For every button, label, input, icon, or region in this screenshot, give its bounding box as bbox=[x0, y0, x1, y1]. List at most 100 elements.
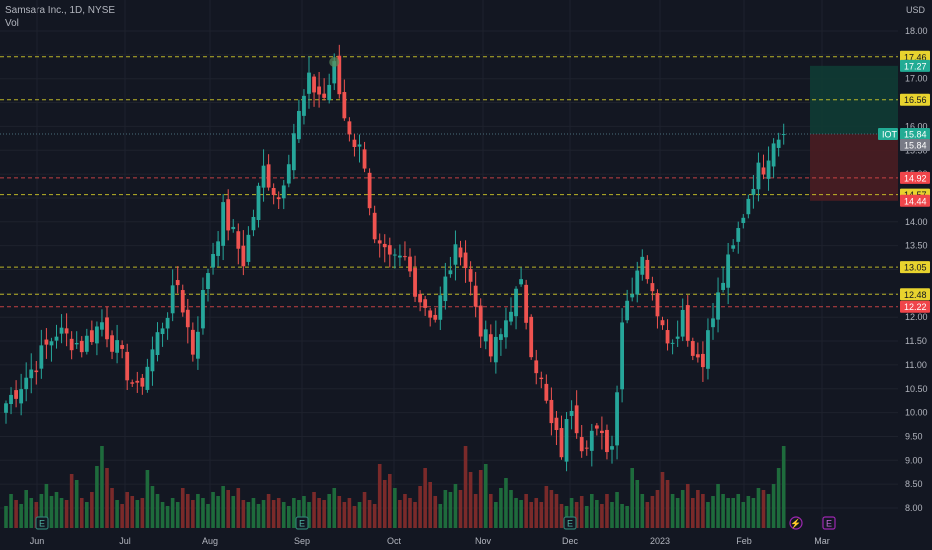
candle-body bbox=[620, 322, 624, 390]
volume-bar bbox=[297, 500, 301, 528]
level-tag[interactable]: 17.46 bbox=[900, 50, 930, 63]
candle-body bbox=[569, 410, 574, 416]
volume-bar bbox=[64, 500, 69, 528]
candle-body bbox=[34, 370, 39, 373]
volume-bar bbox=[236, 488, 241, 528]
level-tag[interactable]: 12.22 bbox=[900, 300, 930, 313]
volume-bar bbox=[145, 470, 150, 528]
volume-label: Vol bbox=[5, 18, 19, 29]
price-tag-bg bbox=[900, 171, 930, 184]
volume-bar bbox=[382, 480, 387, 528]
volume-bar bbox=[342, 502, 347, 528]
candle bbox=[408, 248, 412, 277]
chart-title: Samsara Inc., 1D, NYSE bbox=[5, 5, 116, 16]
candle-body bbox=[408, 256, 412, 272]
price-tag-text: 12.22 bbox=[904, 302, 927, 312]
candle-body bbox=[236, 231, 241, 249]
candle-body bbox=[665, 330, 670, 344]
candle-body bbox=[458, 247, 463, 258]
event-badge-e1[interactable]: E bbox=[35, 516, 49, 530]
price-tag[interactable]: 17.27 bbox=[900, 59, 930, 72]
candle-body bbox=[49, 341, 54, 346]
volume-bar bbox=[95, 466, 99, 528]
candle bbox=[261, 149, 266, 202]
candle bbox=[781, 123, 786, 145]
volume-bar bbox=[605, 494, 609, 528]
volume-bar bbox=[443, 490, 448, 528]
badge-label: E bbox=[39, 519, 45, 529]
candle-body bbox=[155, 332, 160, 356]
candle-body bbox=[165, 317, 170, 329]
candle bbox=[155, 322, 160, 362]
volume-bar bbox=[478, 470, 483, 528]
candle bbox=[655, 289, 660, 329]
volume-bar bbox=[706, 502, 710, 528]
volume-bar bbox=[140, 498, 145, 528]
volume-bar bbox=[287, 506, 291, 528]
candle bbox=[756, 152, 761, 202]
volume-bar bbox=[251, 498, 256, 528]
candle bbox=[327, 73, 332, 104]
volume-bar bbox=[44, 484, 49, 528]
candle-body bbox=[312, 76, 316, 93]
candle bbox=[630, 277, 635, 302]
candle bbox=[322, 78, 327, 101]
candle bbox=[347, 117, 352, 142]
candle bbox=[499, 328, 503, 356]
volume-bar bbox=[150, 486, 155, 528]
candle-body bbox=[731, 245, 736, 249]
event-badges: E E E ⚡ E bbox=[35, 516, 836, 530]
candle bbox=[110, 330, 114, 360]
candle bbox=[766, 146, 771, 191]
candle bbox=[524, 279, 529, 330]
candle-body bbox=[196, 331, 200, 359]
volume-bar bbox=[731, 498, 735, 528]
candle bbox=[165, 312, 170, 340]
volume-bar bbox=[367, 500, 372, 528]
level-tag[interactable]: 12.48 bbox=[900, 288, 930, 301]
event-badge-e2[interactable]: E bbox=[295, 516, 309, 530]
volume-bar bbox=[696, 490, 700, 528]
price-tag-bg bbox=[900, 50, 930, 63]
candle bbox=[367, 168, 372, 216]
x-tick-label: Nov bbox=[475, 536, 492, 546]
volume-bar bbox=[261, 500, 266, 528]
price-tag[interactable]: 15.84 IOT bbox=[878, 128, 930, 141]
candle-body bbox=[221, 202, 226, 246]
level-tag[interactable]: 16.56 bbox=[900, 93, 930, 106]
candle bbox=[468, 261, 473, 296]
candle bbox=[246, 226, 251, 266]
level-tag[interactable]: 13.05 bbox=[900, 261, 930, 274]
level-tag[interactable]: 14.92 bbox=[900, 171, 930, 184]
volume-bar bbox=[281, 502, 286, 528]
volume-bar bbox=[307, 502, 311, 528]
volume-bar bbox=[544, 486, 549, 528]
price-tag[interactable]: 14.44 bbox=[900, 194, 930, 207]
event-badge-lightning[interactable]: ⚡ bbox=[789, 516, 803, 530]
candle-body bbox=[281, 185, 286, 199]
candle bbox=[488, 324, 493, 363]
volume-bar bbox=[630, 468, 634, 528]
volume-bar bbox=[398, 500, 402, 528]
candle-body bbox=[170, 285, 175, 314]
y-tick-label: 18.00 bbox=[905, 26, 928, 36]
candle-body bbox=[69, 338, 74, 351]
price-tag[interactable]: 15.84 bbox=[900, 139, 930, 152]
volume-bar bbox=[504, 478, 508, 528]
candle-body bbox=[398, 255, 402, 258]
candle bbox=[352, 133, 357, 157]
event-badge-e3[interactable]: E bbox=[563, 516, 577, 530]
grid-lines bbox=[0, 0, 898, 528]
candle-body bbox=[670, 342, 675, 344]
price-tag-bg bbox=[900, 300, 930, 313]
volume-bar bbox=[403, 494, 407, 528]
candle bbox=[610, 435, 614, 464]
candle-body bbox=[771, 143, 776, 167]
volume-bar bbox=[357, 502, 362, 528]
candle-body bbox=[44, 339, 49, 345]
candle-body bbox=[630, 294, 635, 298]
symbol-tag-text: IOT bbox=[882, 130, 898, 140]
volume-bar bbox=[135, 500, 140, 528]
event-badge-e4[interactable]: E bbox=[822, 516, 836, 530]
